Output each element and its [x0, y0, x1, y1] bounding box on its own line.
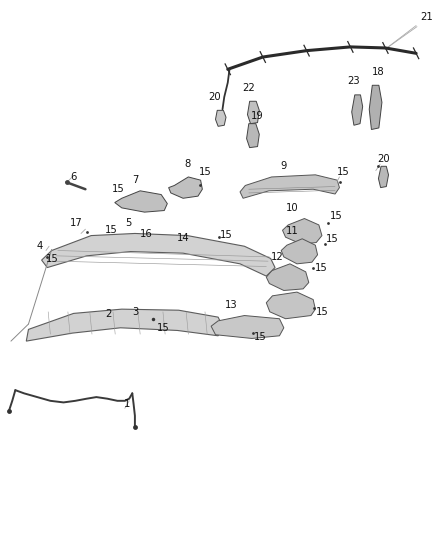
Text: 8: 8 [184, 159, 191, 169]
Text: 14: 14 [177, 232, 189, 243]
Text: 10: 10 [286, 203, 298, 213]
Polygon shape [378, 166, 389, 188]
Polygon shape [42, 233, 275, 276]
Text: 18: 18 [371, 67, 384, 77]
Polygon shape [352, 95, 363, 125]
Polygon shape [240, 175, 339, 198]
Text: 1: 1 [124, 399, 130, 409]
Text: 21: 21 [420, 12, 433, 22]
Text: 15: 15 [199, 167, 212, 176]
Text: 15: 15 [336, 167, 349, 176]
Text: 7: 7 [132, 175, 138, 185]
Text: 16: 16 [140, 229, 153, 239]
Text: 15: 15 [329, 211, 342, 221]
Polygon shape [369, 85, 382, 130]
Text: 5: 5 [125, 218, 131, 228]
Text: 6: 6 [71, 172, 77, 182]
Text: 9: 9 [281, 160, 287, 171]
Text: 19: 19 [251, 111, 263, 121]
Polygon shape [266, 292, 315, 319]
Text: 15: 15 [157, 323, 170, 333]
Polygon shape [247, 124, 259, 148]
Text: 15: 15 [326, 234, 339, 244]
Polygon shape [215, 110, 226, 126]
Text: 23: 23 [348, 76, 360, 86]
Text: 11: 11 [286, 225, 298, 236]
Text: 15: 15 [112, 184, 124, 194]
Polygon shape [266, 264, 309, 290]
Polygon shape [283, 219, 322, 244]
Text: 15: 15 [254, 332, 267, 342]
Text: 3: 3 [132, 307, 138, 317]
Polygon shape [211, 316, 284, 338]
Text: 15: 15 [220, 230, 233, 239]
Text: 20: 20 [208, 92, 221, 102]
Text: 15: 15 [316, 307, 329, 317]
Text: 15: 15 [105, 225, 117, 235]
Text: 2: 2 [106, 309, 112, 319]
Text: 17: 17 [70, 218, 83, 228]
Text: 15: 15 [46, 254, 59, 263]
Text: 13: 13 [225, 300, 237, 310]
Polygon shape [26, 309, 223, 341]
Text: 22: 22 [242, 83, 255, 93]
Text: 12: 12 [271, 252, 283, 262]
Text: 15: 15 [314, 263, 327, 272]
Polygon shape [247, 101, 259, 124]
Text: 20: 20 [378, 154, 390, 164]
Text: 4: 4 [37, 241, 43, 251]
Polygon shape [281, 239, 318, 264]
Polygon shape [115, 191, 167, 212]
Polygon shape [169, 177, 202, 198]
